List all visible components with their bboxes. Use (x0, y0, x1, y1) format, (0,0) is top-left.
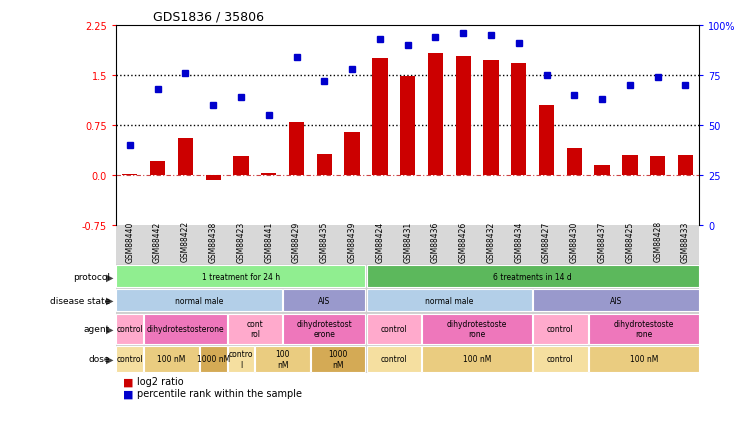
Bar (367, 266, 699, 288)
Bar (533, 314, 588, 344)
Bar (283, 289, 366, 312)
Bar (289, 122, 304, 176)
Text: dihydrotestosterone: dihydrotestosterone (147, 324, 224, 333)
Text: AIS: AIS (318, 296, 331, 305)
Text: dihydrotestoste
rone: dihydrotestoste rone (447, 319, 507, 339)
Text: control: control (117, 355, 143, 364)
Bar (122, 174, 138, 176)
Text: AIS: AIS (610, 296, 622, 305)
Text: 1000
nM: 1000 nM (328, 349, 348, 369)
Bar (589, 314, 699, 344)
Bar (539, 106, 554, 176)
Bar (483, 61, 499, 176)
Bar (400, 77, 415, 176)
Bar (456, 57, 471, 176)
Bar (367, 314, 421, 344)
Bar (144, 314, 227, 344)
Bar (595, 165, 610, 176)
Text: disease state: disease state (49, 296, 110, 305)
Text: agent: agent (84, 324, 110, 333)
Text: dihydrotestoste
rone: dihydrotestoste rone (613, 319, 674, 339)
Text: ▶: ▶ (106, 272, 114, 282)
Text: control: control (117, 324, 143, 333)
Text: protocol: protocol (73, 272, 110, 281)
Text: control: control (381, 355, 407, 364)
Bar (533, 289, 699, 312)
Text: ▶: ▶ (106, 324, 114, 334)
Text: normal male: normal male (175, 296, 224, 305)
Text: 100 nM: 100 nM (463, 355, 491, 364)
Bar (316, 155, 332, 176)
Text: normal male: normal male (425, 296, 473, 305)
Text: ▶: ▶ (106, 296, 114, 306)
Bar (589, 346, 699, 372)
Text: percentile rank within the sample: percentile rank within the sample (137, 388, 302, 398)
Bar (117, 314, 143, 344)
Bar (261, 174, 276, 176)
Text: ▶: ▶ (106, 354, 114, 364)
Bar (283, 314, 366, 344)
Text: 1 treatment for 24 h: 1 treatment for 24 h (202, 272, 280, 281)
Bar (511, 64, 527, 176)
Bar (233, 157, 248, 176)
Text: 6 treatments in 14 d: 6 treatments in 14 d (494, 272, 572, 281)
Bar (422, 346, 532, 372)
Bar (144, 346, 199, 372)
Text: 100 nM: 100 nM (157, 355, 186, 364)
Bar (678, 156, 693, 176)
Bar (178, 139, 193, 176)
Text: ■: ■ (123, 388, 134, 398)
Text: ■: ■ (123, 377, 134, 387)
Bar (255, 346, 310, 372)
Bar (206, 176, 221, 181)
Text: control: control (547, 324, 574, 333)
Bar (227, 346, 254, 372)
Text: dihydrotestost
erone: dihydrotestost erone (296, 319, 352, 339)
Bar (650, 157, 666, 176)
Text: 100
nM: 100 nM (275, 349, 290, 369)
Bar (311, 346, 366, 372)
Bar (622, 156, 637, 176)
Bar (428, 54, 443, 176)
Text: log2 ratio: log2 ratio (137, 377, 183, 387)
Bar (117, 266, 366, 288)
Bar (150, 161, 165, 176)
Text: 100 nM: 100 nM (630, 355, 658, 364)
Bar (200, 346, 227, 372)
Text: cont
rol: cont rol (247, 319, 263, 339)
Text: control: control (547, 355, 574, 364)
Text: dose: dose (88, 355, 110, 364)
Bar (373, 59, 387, 176)
Bar (344, 132, 360, 176)
Bar (117, 346, 143, 372)
Bar (117, 289, 282, 312)
Bar (367, 346, 421, 372)
Text: control: control (381, 324, 407, 333)
Text: contro
l: contro l (229, 349, 254, 369)
Bar (367, 289, 532, 312)
Text: GDS1836 / 35806: GDS1836 / 35806 (153, 11, 264, 24)
Bar (533, 346, 588, 372)
Bar (422, 314, 532, 344)
Bar (227, 314, 282, 344)
Bar (567, 149, 582, 176)
Text: 1000 nM: 1000 nM (197, 355, 230, 364)
